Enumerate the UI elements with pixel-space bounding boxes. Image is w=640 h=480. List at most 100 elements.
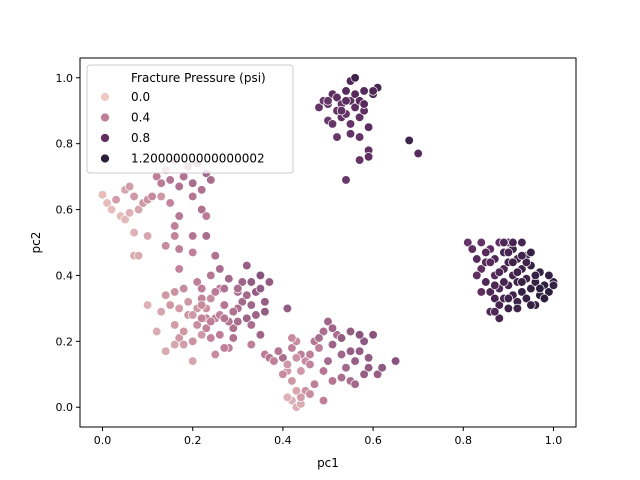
data-point	[517, 251, 527, 261]
data-point	[526, 300, 536, 310]
y-tick-label: 0.0	[56, 401, 74, 414]
data-point	[179, 283, 189, 294]
data-point	[174, 244, 184, 254]
data-point	[526, 283, 536, 294]
data-point	[156, 307, 166, 317]
data-point	[472, 254, 482, 264]
data-point	[327, 339, 338, 350]
data-point	[120, 214, 130, 225]
data-point	[161, 290, 171, 300]
data-point	[472, 270, 482, 281]
data-point	[485, 257, 495, 267]
data-point	[359, 99, 369, 109]
points-layer	[97, 73, 559, 412]
data-point	[490, 307, 500, 317]
data-point	[188, 310, 198, 320]
data-point	[170, 339, 180, 350]
data-point	[215, 330, 225, 340]
data-point	[206, 333, 216, 343]
data-point	[174, 303, 184, 314]
data-point	[377, 363, 387, 373]
data-point	[336, 106, 347, 116]
data-point	[314, 343, 324, 353]
data-point	[499, 277, 509, 287]
data-point	[192, 277, 202, 287]
data-point	[246, 300, 256, 310]
data-point	[481, 247, 491, 258]
data-point	[170, 221, 180, 231]
legend-label: 0.0	[131, 90, 150, 104]
data-point	[161, 346, 171, 356]
data-point	[264, 277, 275, 287]
data-point	[508, 257, 518, 267]
data-point	[201, 211, 211, 221]
data-point	[174, 181, 184, 192]
data-point	[179, 339, 189, 350]
legend-marker	[100, 153, 110, 164]
data-point	[368, 330, 378, 340]
data-point	[228, 333, 238, 343]
data-point	[503, 247, 514, 258]
data-point	[224, 274, 234, 284]
data-point	[129, 191, 139, 202]
data-point	[354, 112, 365, 122]
data-point	[494, 313, 504, 323]
data-point	[260, 307, 270, 317]
data-point	[165, 198, 175, 208]
data-point	[354, 346, 365, 356]
data-point	[228, 307, 238, 317]
data-point	[287, 376, 297, 386]
data-point	[170, 320, 180, 330]
data-point	[363, 363, 374, 373]
data-point	[354, 132, 365, 142]
data-point	[548, 280, 559, 290]
data-point	[188, 191, 198, 202]
data-point	[508, 237, 518, 248]
data-point	[476, 264, 486, 274]
data-point	[233, 283, 243, 294]
data-point	[179, 171, 189, 182]
data-point	[242, 290, 252, 300]
data-point	[341, 363, 351, 373]
data-point	[152, 326, 162, 337]
x-tick-label: 0.8	[455, 434, 473, 447]
x-tick-label: 1.0	[545, 434, 563, 447]
data-point	[282, 392, 293, 402]
data-point	[174, 333, 184, 343]
x-tick-label: 0.2	[184, 434, 202, 447]
data-point	[332, 92, 342, 103]
data-point	[228, 323, 238, 333]
data-point	[363, 122, 374, 132]
legend-label: 0.4	[131, 111, 150, 125]
data-point	[188, 356, 198, 366]
data-point	[291, 353, 302, 363]
data-point	[260, 297, 270, 307]
legend-marker	[100, 112, 110, 123]
data-point	[282, 303, 293, 314]
x-axis: 0.0 0.2 0.4 0.6 0.8 1.0	[94, 427, 562, 447]
legend-box	[86, 64, 294, 174]
data-point	[278, 353, 288, 363]
data-point	[305, 349, 315, 360]
data-point	[188, 231, 198, 241]
data-point	[314, 333, 324, 343]
data-point	[467, 244, 477, 254]
data-point	[413, 148, 423, 159]
data-point	[517, 277, 527, 287]
data-point	[273, 346, 284, 356]
data-point	[332, 132, 342, 142]
data-point	[350, 356, 360, 366]
axes-frame	[79, 57, 577, 428]
data-point	[219, 343, 229, 353]
data-point	[517, 287, 527, 297]
data-point	[179, 326, 189, 337]
data-point	[341, 86, 351, 96]
data-point	[354, 155, 365, 165]
data-point	[372, 369, 383, 379]
data-point	[512, 303, 523, 314]
data-point	[188, 336, 198, 346]
x-axis-label: pc1	[317, 456, 339, 470]
data-point	[161, 241, 171, 251]
data-point	[206, 316, 216, 327]
